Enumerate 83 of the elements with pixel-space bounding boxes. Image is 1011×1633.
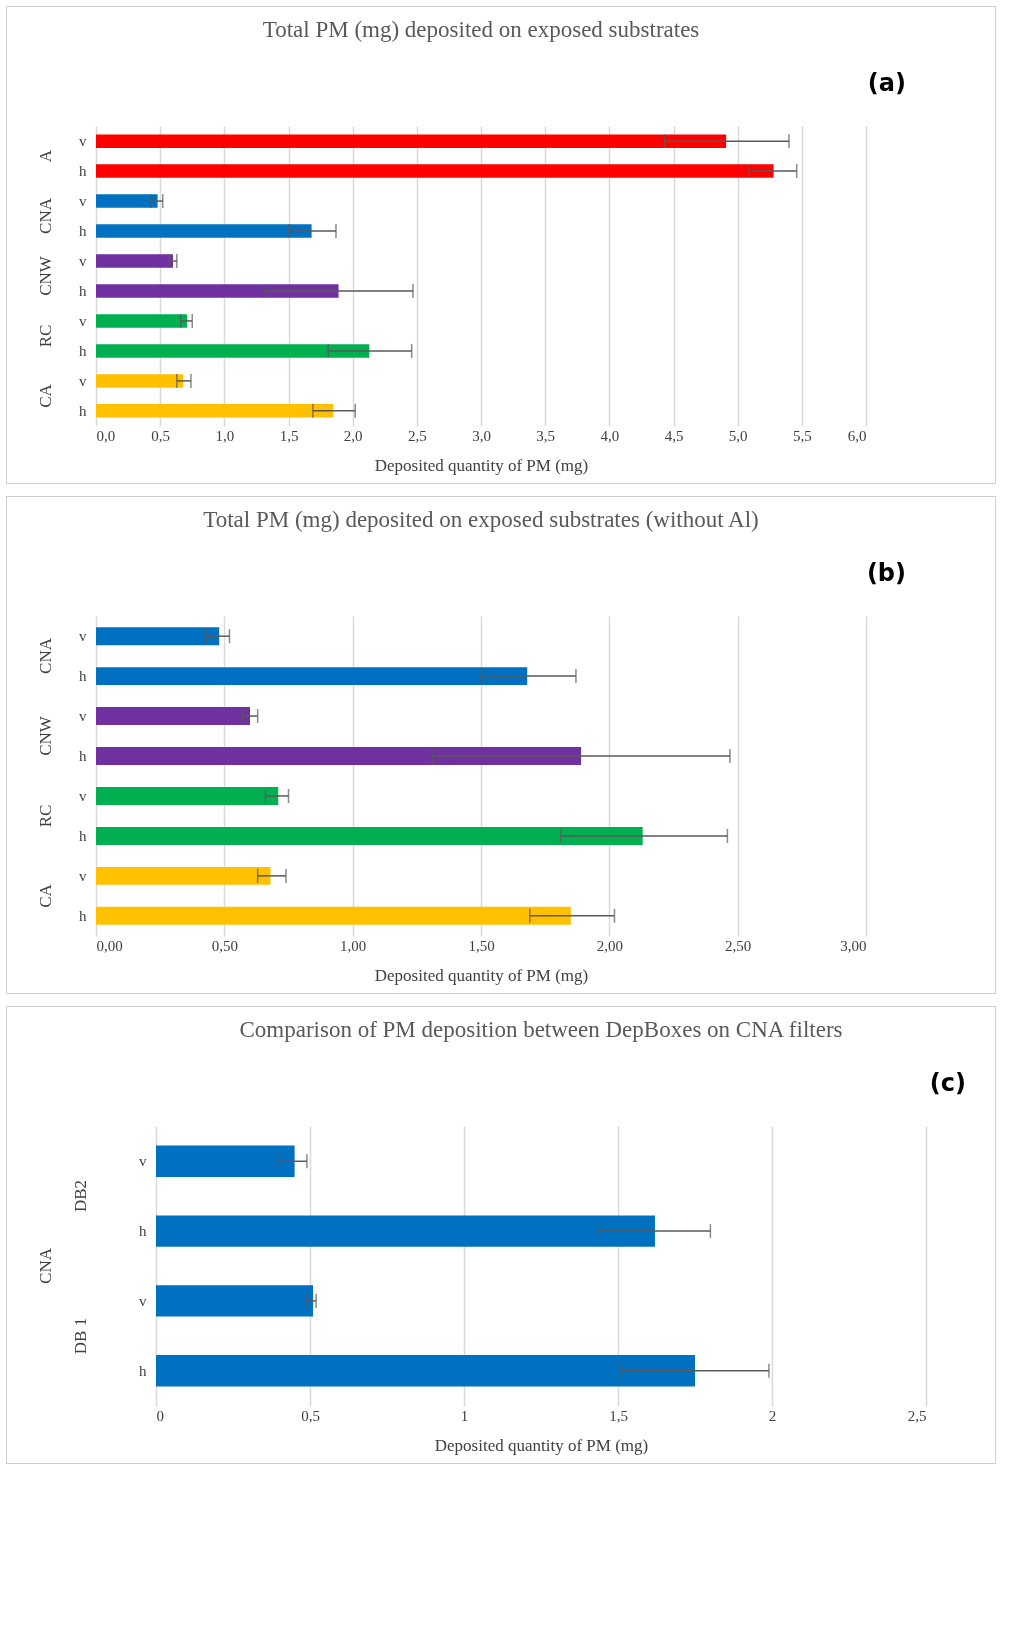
bar: [96, 344, 370, 358]
y-tick-label: v: [79, 133, 87, 150]
y-tick-label: v: [79, 708, 87, 725]
chart-title: Total PM (mg) deposited on exposed substrates: [262, 17, 700, 42]
y-tick-label: h: [79, 402, 87, 419]
bar: [96, 284, 339, 298]
text: A: [36, 149, 55, 163]
text: CA: [36, 883, 55, 908]
bar: [96, 254, 173, 268]
x-tick-label: 0,50: [211, 937, 238, 954]
x-tick-label: 0: [156, 1407, 164, 1424]
x-tick-label: 2,5: [407, 427, 427, 444]
y-tick-label: v: [79, 867, 87, 884]
x-tick-label: 2,50: [725, 937, 752, 954]
bar: [156, 1145, 295, 1177]
x-tick-label: 1,5: [279, 427, 299, 444]
text: DB2: [71, 1179, 90, 1213]
y-tick-label: v: [79, 787, 87, 804]
x-axis-title: Deposited quantity of PM (mg): [434, 1435, 649, 1455]
text: CNA: [36, 637, 55, 674]
y-tick-label: h: [79, 223, 87, 240]
y-tick-label: h: [139, 1362, 147, 1379]
x-tick-label: 0,5: [151, 427, 171, 444]
y-tick-label: h: [79, 163, 87, 180]
chart-title: Comparison of PM deposition between DepBoxes on CNA filters: [239, 1017, 843, 1042]
x-tick-label: 2,0: [343, 427, 363, 444]
x-tick-label: 1,00: [340, 937, 367, 954]
text: RC: [36, 324, 55, 348]
x-tick-label: 2,5: [907, 1407, 927, 1424]
x-tick-label: 5,0: [728, 427, 748, 444]
y-tick-label: v: [79, 193, 87, 210]
x-tick-label: 1,50: [468, 937, 495, 954]
text: (a): [867, 69, 906, 97]
x-tick-label: 0,5: [301, 1407, 320, 1424]
y-tick-label: h: [79, 668, 87, 685]
text: CA: [36, 383, 55, 408]
x-tick-label: 4,5: [664, 427, 684, 444]
text: DB 1: [71, 1317, 90, 1355]
text: CNA: [36, 1247, 55, 1284]
x-tick-label: 0,00: [96, 937, 123, 954]
text: CNA: [36, 197, 55, 234]
y-tick-label: v: [139, 1153, 147, 1170]
x-tick-label: 2: [768, 1407, 777, 1424]
x-tick-label: 1,5: [609, 1407, 628, 1424]
text: CNW: [36, 255, 55, 296]
y-tick-label: h: [139, 1223, 147, 1240]
x-tick-label: 3,5: [536, 427, 556, 444]
x-tick-label: 5,5: [792, 427, 812, 444]
y-tick-label: h: [79, 342, 87, 359]
bar: [156, 1355, 695, 1387]
y-tick-label: v: [79, 312, 87, 329]
bar: [96, 164, 774, 178]
bar: [156, 1215, 655, 1247]
x-axis-title: Deposited quantity of PM (mg): [374, 455, 589, 475]
text: (c): [929, 1069, 966, 1097]
y-tick-label: h: [79, 827, 87, 844]
y-tick-label: v: [139, 1292, 147, 1309]
x-tick-label: 1: [460, 1407, 469, 1424]
y-tick-label: v: [79, 253, 87, 270]
bar: [96, 314, 188, 328]
bar: [96, 374, 184, 388]
y-tick-label: h: [79, 282, 87, 299]
x-tick-label: 3,0: [472, 427, 491, 444]
bar: [96, 404, 334, 418]
y-tick-label: h: [79, 907, 87, 924]
text: CNW: [36, 715, 55, 756]
x-tick-label: 2,00: [596, 937, 623, 954]
text: (b): [866, 559, 906, 587]
bar: [96, 134, 727, 148]
x-tick-label: 3,00: [840, 937, 867, 954]
x-tick-label: 6,0: [847, 427, 867, 444]
x-tick-label: 0,0: [96, 427, 116, 444]
text: RC: [36, 804, 55, 828]
chart-title: Total PM (mg) deposited on exposed substrates (without Al): [203, 507, 759, 532]
bar: [96, 224, 312, 238]
bar: [156, 1285, 314, 1317]
x-tick-label: 4,0: [600, 427, 620, 444]
y-tick-label: v: [79, 372, 87, 389]
y-tick-label: v: [79, 628, 87, 645]
bar: [96, 194, 158, 208]
y-tick-label: h: [79, 748, 87, 765]
x-axis-title: Deposited quantity of PM (mg): [374, 965, 589, 985]
x-tick-label: 1,0: [215, 427, 235, 444]
